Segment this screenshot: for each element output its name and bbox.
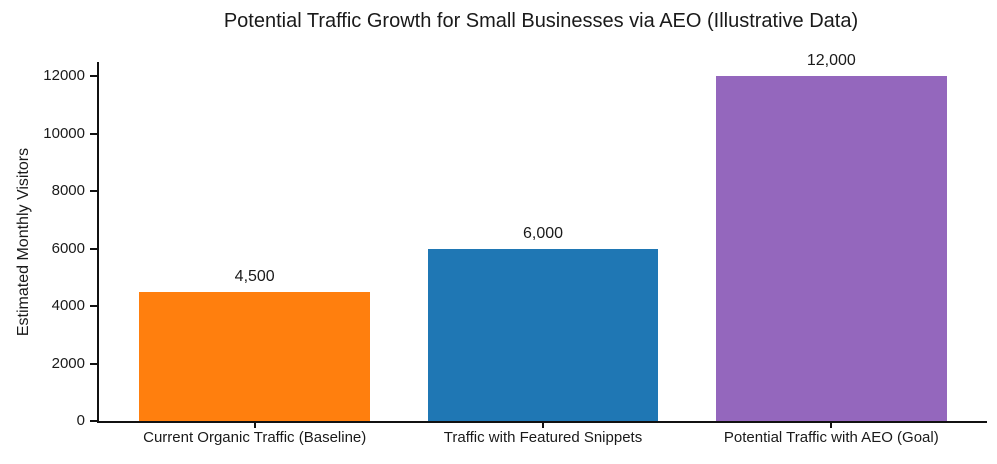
x-tick-label: Traffic with Featured Snippets [443, 429, 643, 446]
y-tick-label: 4000 [51, 297, 85, 315]
y-tick-label: 0 [76, 412, 85, 429]
y-tick-mark [90, 362, 97, 365]
x-tick-mark [542, 421, 544, 428]
y-tick-label: 6000 [51, 239, 85, 257]
y-tick-mark [90, 305, 97, 308]
y-tick-label: 2000 [51, 354, 85, 372]
bar-value-label: 12,000 [806, 52, 856, 70]
y-tick-mark [90, 75, 97, 78]
chart-title: Potential Traffic Growth for Small Busin… [223, 10, 859, 32]
bar-value-label: 6,000 [522, 224, 564, 242]
x-tick-label: Current Organic Traffic (Baseline) [143, 429, 367, 446]
plot-area: Estimated Monthly Visitors 0 2000 4000 6000… [15, 52, 987, 446]
x-tick-label: Potential Traffic with AEO (Goal) [723, 429, 939, 446]
y-tick-mark [90, 132, 97, 135]
x-tick-mark [253, 421, 256, 428]
x-tick-mark [830, 421, 833, 428]
y-tick-label: 8000 [51, 182, 85, 200]
y-tick-mark [90, 247, 97, 250]
bar-1 [139, 291, 370, 421]
y-tick-label: 12000 [43, 67, 85, 85]
y-tick-mark [90, 190, 97, 193]
bar-3 [715, 76, 947, 421]
y-tick-mark [90, 420, 97, 422]
y-tick-label: 10000 [43, 124, 85, 142]
bar-2 [427, 248, 659, 421]
bar-value-label: 4,500 [234, 267, 275, 285]
